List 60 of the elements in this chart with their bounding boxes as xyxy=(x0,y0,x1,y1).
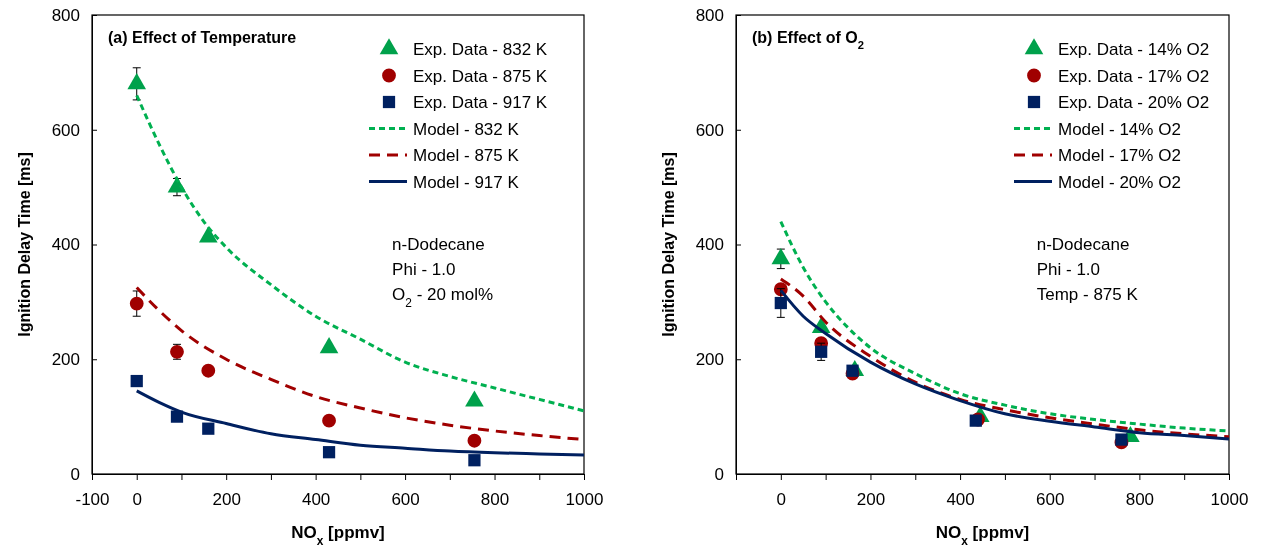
legend-label: Exp. Data - 14% O2 xyxy=(1058,40,1210,59)
x-tick-label: 400 xyxy=(946,490,975,510)
point xyxy=(322,446,336,459)
point xyxy=(1115,433,1128,446)
y-tick-label: 800 xyxy=(51,5,80,25)
legend-label: Model - 832 K xyxy=(413,119,520,139)
legend-label: Exp. Data - 832 K xyxy=(413,40,548,59)
annotation: Temp - 875 K xyxy=(1036,285,1139,304)
point xyxy=(127,73,147,90)
x-tick-label: -100 xyxy=(75,490,110,510)
annotation: n-Dodecane xyxy=(392,235,485,254)
y-tick-label: 600 xyxy=(695,120,724,140)
y-tick-label: 400 xyxy=(695,235,724,255)
legend-label: Model - 14% O2 xyxy=(1058,119,1181,139)
y-tick-label: 200 xyxy=(51,350,80,370)
x-tick-label: 200 xyxy=(856,490,886,510)
line-series xyxy=(135,93,584,413)
legend-label: Model - 20% O2 xyxy=(1058,172,1181,192)
y-tick-label: 0 xyxy=(714,464,724,484)
point xyxy=(468,454,481,467)
x-tick-label: 0 xyxy=(776,490,787,510)
x-tick-label: 200 xyxy=(212,490,241,510)
legend-label: Model - 17% O2 xyxy=(1058,146,1181,165)
y-axis-title: Ignition Delay Time [ms] xyxy=(16,152,33,337)
y-tick-label: 0 xyxy=(70,464,80,484)
annotation: n-Dodecane xyxy=(1036,235,1130,254)
point xyxy=(319,337,339,354)
legend-label: Exp. Data - 20% O2 xyxy=(1058,93,1210,112)
point xyxy=(201,363,216,378)
legend-label: Exp. Data - 875 K xyxy=(413,66,548,86)
text: (a) Effect of Temperature xyxy=(108,29,297,46)
legend-label: Exp. Data - 917 K xyxy=(413,93,548,112)
point xyxy=(130,374,143,388)
y-tick-label: 400 xyxy=(51,235,80,255)
annotation: Phi - 1.0 xyxy=(1036,260,1101,279)
x-axis-title: NO$_{x}$ [ppmv] xyxy=(291,523,385,548)
x-tick-label: 600 xyxy=(391,490,420,510)
x-tick-label: 800 xyxy=(480,490,510,510)
y-tick-label: 800 xyxy=(695,5,724,25)
x-tick-label: 0 xyxy=(132,490,142,510)
point xyxy=(202,422,215,435)
text: (b) Effect of O$_{2}$ xyxy=(752,29,864,51)
point xyxy=(467,433,482,448)
x-tick-label: 1000 xyxy=(1210,490,1249,510)
annotation: O$_{2}$ - 20 mol% xyxy=(392,285,494,310)
point xyxy=(774,296,787,310)
x-tick-label: 600 xyxy=(1036,490,1065,510)
x-tick-label: 1000 xyxy=(565,490,604,510)
y-tick-label: 600 xyxy=(51,120,80,140)
y-tick-label: 200 xyxy=(695,350,724,370)
x-axis-title: NO$_{x}$ [ppmv] xyxy=(935,523,1030,548)
annotation: Phi - 1.0 xyxy=(392,260,456,279)
legend-label: Model - 917 K xyxy=(413,172,520,192)
y-axis-title: Ignition Delay Time [ms] xyxy=(660,152,677,337)
x-tick-label: 800 xyxy=(1125,490,1155,510)
point xyxy=(322,413,336,428)
legend-label: Exp. Data - 17% O2 xyxy=(1058,66,1210,86)
legend-label: Model - 875 K xyxy=(413,146,520,165)
point xyxy=(129,296,144,311)
x-tick-label: 400 xyxy=(301,490,331,510)
